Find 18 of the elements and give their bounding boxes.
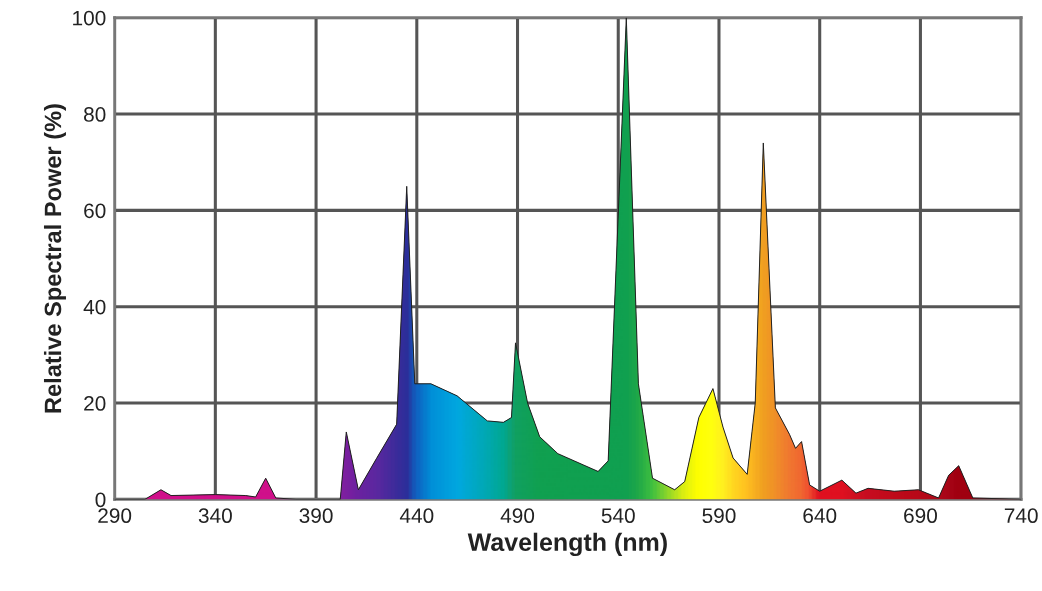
x-tick-label: 640 [803, 508, 837, 524]
y-tick-label: 60 [84, 203, 106, 219]
x-tick-label: 390 [299, 508, 333, 524]
x-tick-label: 440 [399, 508, 434, 524]
y-tick-label: 0 [95, 492, 106, 508]
x-axis-title: Wavelength (nm) [467, 532, 667, 557]
y-axis-title: Relative Spectral Power (%) [43, 104, 66, 413]
x-tick-label: 740 [1004, 508, 1038, 524]
x-tick-label: 690 [904, 508, 937, 524]
y-tick-label: 100 [73, 10, 106, 26]
x-tick-label: 490 [500, 508, 535, 524]
y-tick-label: 20 [84, 396, 106, 411]
x-tick-label: 590 [702, 508, 736, 524]
x-tick-label: 540 [601, 508, 635, 524]
y-tick-label: 80 [84, 107, 106, 122]
y-tick-label: 40 [83, 299, 106, 315]
x-tick-label: 290 [98, 508, 132, 524]
x-tick-label: 340 [198, 508, 232, 524]
